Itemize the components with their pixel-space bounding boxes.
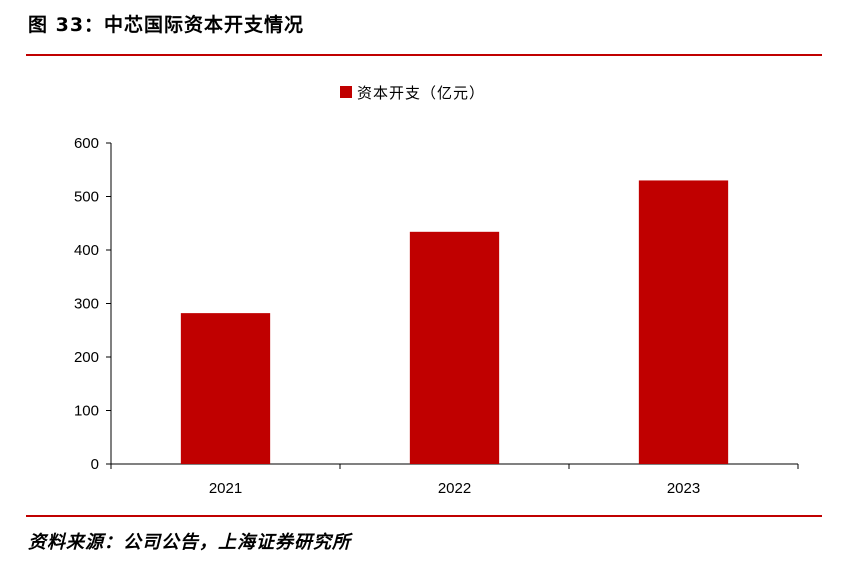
y-axis: 0 100 200 300 400 500 600: [74, 135, 112, 473]
bar-2022: [409, 231, 500, 464]
y-tick-label: 200: [74, 349, 99, 366]
x-tick-label: 2021: [209, 480, 242, 497]
y-tick-label: 100: [74, 403, 99, 420]
legend-label: 资本开支（亿元）: [357, 84, 485, 102]
source-note: 资料来源：公司公告，上海证券研究所: [28, 532, 351, 553]
source-rule: [26, 515, 822, 517]
bars: [180, 180, 729, 464]
legend: 资本开支（亿元）: [340, 84, 485, 102]
bar-2021: [180, 313, 271, 464]
x-tick-label: 2022: [438, 480, 471, 497]
figure-title: 图 33：中芯国际资本开支情况: [28, 14, 305, 36]
y-tick-label: 0: [91, 456, 99, 473]
bar-2023: [638, 180, 729, 464]
y-tick-label: 600: [74, 135, 99, 152]
legend-swatch: [340, 86, 352, 98]
x-axis: 2021 2022 2023: [110, 463, 799, 497]
y-tick-label: 300: [74, 296, 99, 313]
title-underline: [26, 54, 822, 56]
y-tick-label: 500: [74, 189, 99, 206]
x-tick-label: 2023: [667, 480, 700, 497]
y-tick-label: 400: [74, 242, 99, 259]
